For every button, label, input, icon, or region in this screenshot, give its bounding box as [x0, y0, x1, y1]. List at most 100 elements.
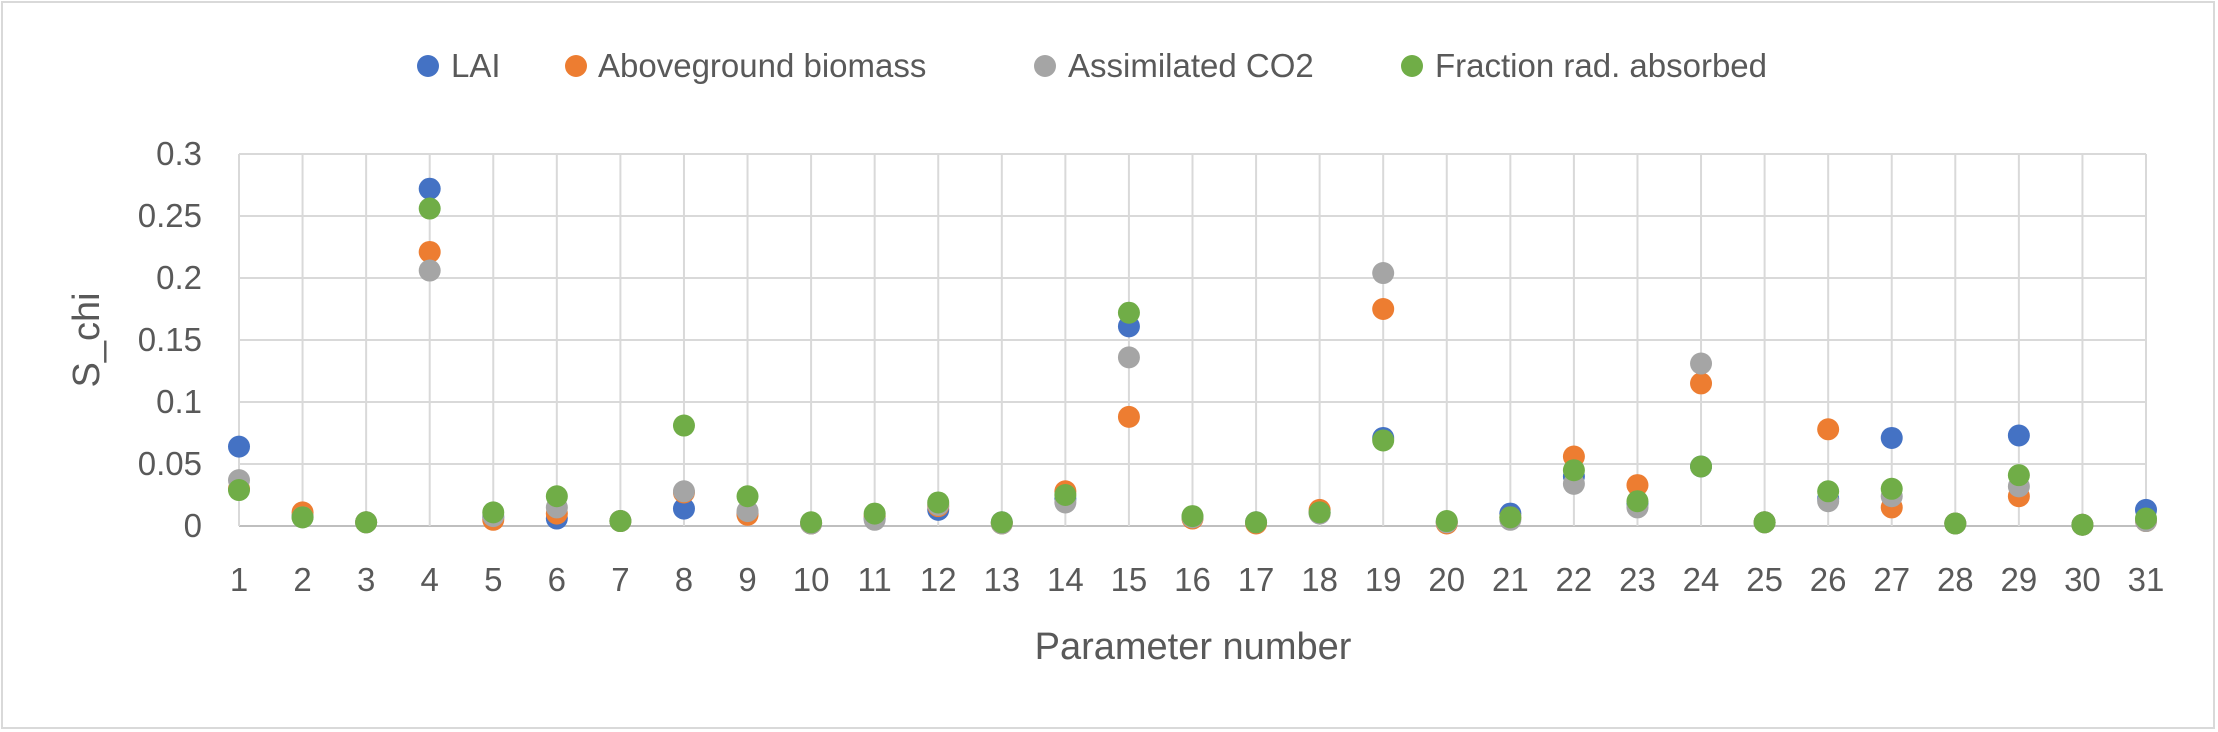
legend-marker — [1034, 55, 1056, 77]
x-tick-label: 13 — [983, 561, 1020, 598]
legend-marker — [565, 55, 587, 77]
x-tick-label: 24 — [1683, 561, 1720, 598]
legend-item: Aboveground biomass — [565, 47, 926, 84]
data-point — [418, 197, 441, 220]
x-tick-label: 27 — [1873, 561, 1910, 598]
y-tick-label: 0.3 — [156, 135, 202, 172]
data-point — [2007, 464, 2030, 487]
y-tick-label: 0.25 — [138, 197, 202, 234]
data-point — [1435, 510, 1458, 533]
data-point — [927, 491, 950, 514]
data-point — [1117, 301, 1140, 324]
data-point — [2007, 424, 2030, 447]
x-tick-label: 16 — [1174, 561, 1211, 598]
legend-label: LAI — [451, 47, 501, 84]
y-axis-title: S_chi — [66, 292, 108, 387]
data-point — [1944, 512, 1967, 535]
x-tick-label: 8 — [675, 561, 693, 598]
data-point — [228, 435, 250, 458]
x-tick-label: 28 — [1937, 561, 1974, 598]
data-point — [1690, 372, 1713, 395]
legend-item: LAI — [417, 47, 501, 84]
x-tick-label: 7 — [611, 561, 629, 598]
legend-item: Fraction rad. absorbed — [1401, 47, 1767, 84]
data-point — [1245, 511, 1268, 534]
data-point — [672, 480, 695, 503]
x-tick-label: 15 — [1111, 561, 1148, 598]
gridlines — [238, 153, 2147, 527]
data-point — [736, 485, 759, 508]
data-point — [418, 240, 441, 263]
data-point — [418, 177, 441, 200]
x-tick-label: 30 — [2064, 561, 2101, 598]
x-tick-label: 25 — [1746, 561, 1783, 598]
x-tick-label: 22 — [1556, 561, 1593, 598]
data-point — [291, 506, 314, 529]
x-tick-label: 20 — [1428, 561, 1465, 598]
x-tick-label: 19 — [1365, 561, 1402, 598]
y-tick-label: 0.05 — [138, 445, 202, 482]
x-tick-label: 12 — [920, 561, 957, 598]
data-point — [1817, 480, 1840, 503]
data-point — [1117, 346, 1140, 369]
x-tick-label: 14 — [1047, 561, 1084, 598]
legend-marker — [1401, 55, 1423, 77]
x-tick-label: 17 — [1238, 561, 1275, 598]
x-tick-label: 21 — [1492, 561, 1529, 598]
x-tick-label: 5 — [484, 561, 502, 598]
x-tick-label: 29 — [2001, 561, 2038, 598]
x-tick-label: 18 — [1301, 561, 1338, 598]
legend-label: Fraction rad. absorbed — [1435, 47, 1767, 84]
x-tick-label: 31 — [2128, 561, 2165, 598]
data-point — [228, 479, 250, 502]
x-axis-title: Parameter number — [1035, 626, 1352, 668]
data-point — [800, 511, 823, 534]
data-point — [863, 502, 886, 525]
data-point — [672, 497, 695, 520]
data-point — [545, 485, 568, 508]
x-tick-label: 26 — [1810, 561, 1847, 598]
y-tick-label: 0.2 — [156, 259, 202, 296]
data-point — [1054, 484, 1077, 506]
y-tick-label: 0 — [184, 507, 202, 544]
y-axis-tick-labels: 0 0.05 0.1 0.15 0.2 0.25 0.3 — [138, 135, 202, 544]
data-point — [1626, 474, 1649, 497]
y-tick-label: 0.15 — [138, 321, 202, 358]
data-point — [990, 511, 1013, 534]
data-points — [228, 177, 2157, 536]
data-point — [1562, 459, 1585, 482]
legend-label: Assimilated CO2 — [1068, 47, 1314, 84]
data-point — [418, 259, 441, 282]
data-point — [1372, 262, 1395, 285]
legend-marker — [417, 55, 439, 77]
data-point — [1817, 418, 1840, 441]
x-axis-tick-labels: 1 2 3 4 5 6 7 8 9 10 11 12 13 14 15 16 17 18 19 20 21 22 23 24 2… — [230, 561, 2165, 598]
data-point — [672, 414, 695, 437]
x-tick-label: 9 — [738, 561, 756, 598]
data-point — [1372, 429, 1395, 452]
data-point — [1626, 490, 1649, 513]
data-point — [609, 510, 632, 533]
x-tick-label: 3 — [357, 561, 375, 598]
data-point — [1880, 477, 1903, 500]
data-point — [2071, 513, 2094, 536]
x-tick-label: 4 — [421, 561, 439, 598]
x-tick-label: 11 — [858, 561, 892, 598]
data-point — [1690, 352, 1713, 375]
series-3 — [228, 197, 2157, 536]
data-point — [1880, 426, 1903, 449]
data-point — [1690, 455, 1713, 478]
data-point — [2135, 507, 2157, 530]
x-tick-label: 2 — [293, 561, 311, 598]
data-point — [1308, 501, 1331, 524]
x-tick-label: 1 — [230, 561, 248, 598]
legend-item: Assimilated CO2 — [1034, 47, 1314, 84]
x-tick-label: 6 — [548, 561, 566, 598]
x-tick-label: 10 — [793, 561, 830, 598]
data-point — [1499, 506, 1522, 529]
data-point — [355, 511, 378, 534]
y-tick-label: 0.1 — [156, 383, 202, 420]
data-point — [482, 501, 505, 524]
